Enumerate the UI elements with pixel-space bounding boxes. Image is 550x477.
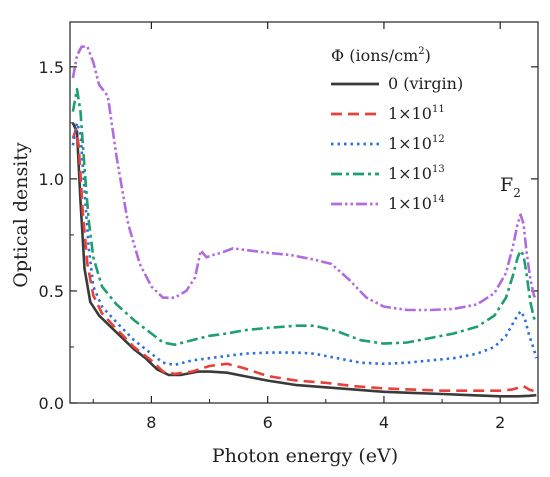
y-axis-title: Optical density <box>10 142 32 288</box>
y-tick-label: 0.0 <box>39 394 64 413</box>
legend-label-1: 0 (virgin) <box>388 74 463 93</box>
y-tick-label: 1.5 <box>39 58 64 77</box>
series-line-5 <box>71 45 538 312</box>
series-lines <box>71 45 538 398</box>
legend-label-5: 1×1014 <box>388 194 445 213</box>
series-line-3 <box>71 121 538 367</box>
y-tick-label: 0.5 <box>39 282 64 301</box>
legend-label-3: 1×1012 <box>388 134 445 153</box>
x-axis-title: Photon energy (eV) <box>212 445 398 467</box>
f2-annotation: F2 <box>500 174 521 200</box>
series-line-1 <box>71 122 537 398</box>
y-tick-label: 1.0 <box>39 170 64 189</box>
legend-label-2: 1×1011 <box>388 104 445 123</box>
axes: 8 6 4 2 0.0 0.5 1.0 1.5 <box>39 21 539 432</box>
x-tick-label: 2 <box>495 413 505 432</box>
x-tick-label: 8 <box>146 413 156 432</box>
series-line-4 <box>71 87 538 346</box>
legend: Φ (ions/cm2) 0 (virgin) 1×1011 1×1012 1×1013… <box>331 46 463 213</box>
plot-frame <box>69 21 539 404</box>
legend-label-4: 1×1013 <box>388 164 445 183</box>
x-tick-label: 4 <box>379 413 389 432</box>
series-line-2 <box>71 128 537 394</box>
x-tick-label: 6 <box>263 413 273 432</box>
legend-title: Φ (ions/cm2) <box>331 46 431 65</box>
